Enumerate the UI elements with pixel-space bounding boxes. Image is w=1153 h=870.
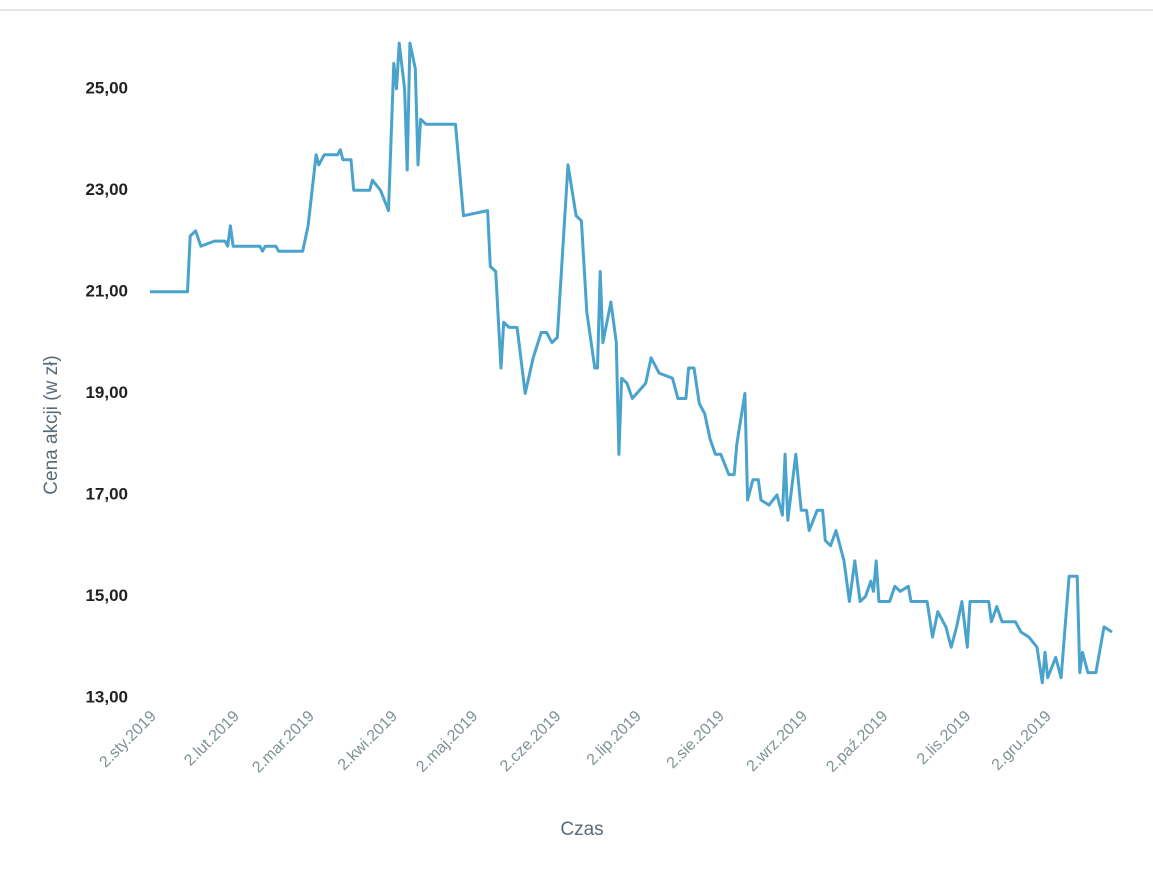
y-tick-label: 13,00 [85,687,128,706]
x-tick-label: 2.lis.2019 [914,708,975,769]
x-tick-label: 2.cze.2019 [497,708,564,775]
x-tick-label: 2.mar.2019 [249,708,318,777]
x-tick-label: 2.wrz.2019 [744,708,811,775]
x-axis-label: Czas [560,819,603,840]
y-tick-label: 15,00 [85,586,128,605]
x-tick-label: 2.kwi.2019 [335,708,401,774]
y-tick-label: 19,00 [85,383,128,402]
y-tick-label: 21,00 [85,281,128,300]
x-tick-label: 2.sie.2019 [664,708,728,772]
y-tick-label: 17,00 [85,484,128,503]
x-tick-label: 2.sty.2019 [96,708,159,771]
x-tick-label: 2.lut.2019 [181,708,243,770]
price-line [150,41,1113,685]
x-tick-label: 2.maj.2019 [413,708,481,776]
x-tick-label: 2.gru.2019 [989,708,1055,774]
x-tick-label: 2.paź.2019 [823,708,891,776]
y-axis-label: Cena akcji (w zł) [41,355,62,494]
x-tick-label: 2.lip.2019 [584,708,645,769]
y-tick-label: 25,00 [85,78,128,97]
y-tick-label: 23,00 [85,180,128,199]
